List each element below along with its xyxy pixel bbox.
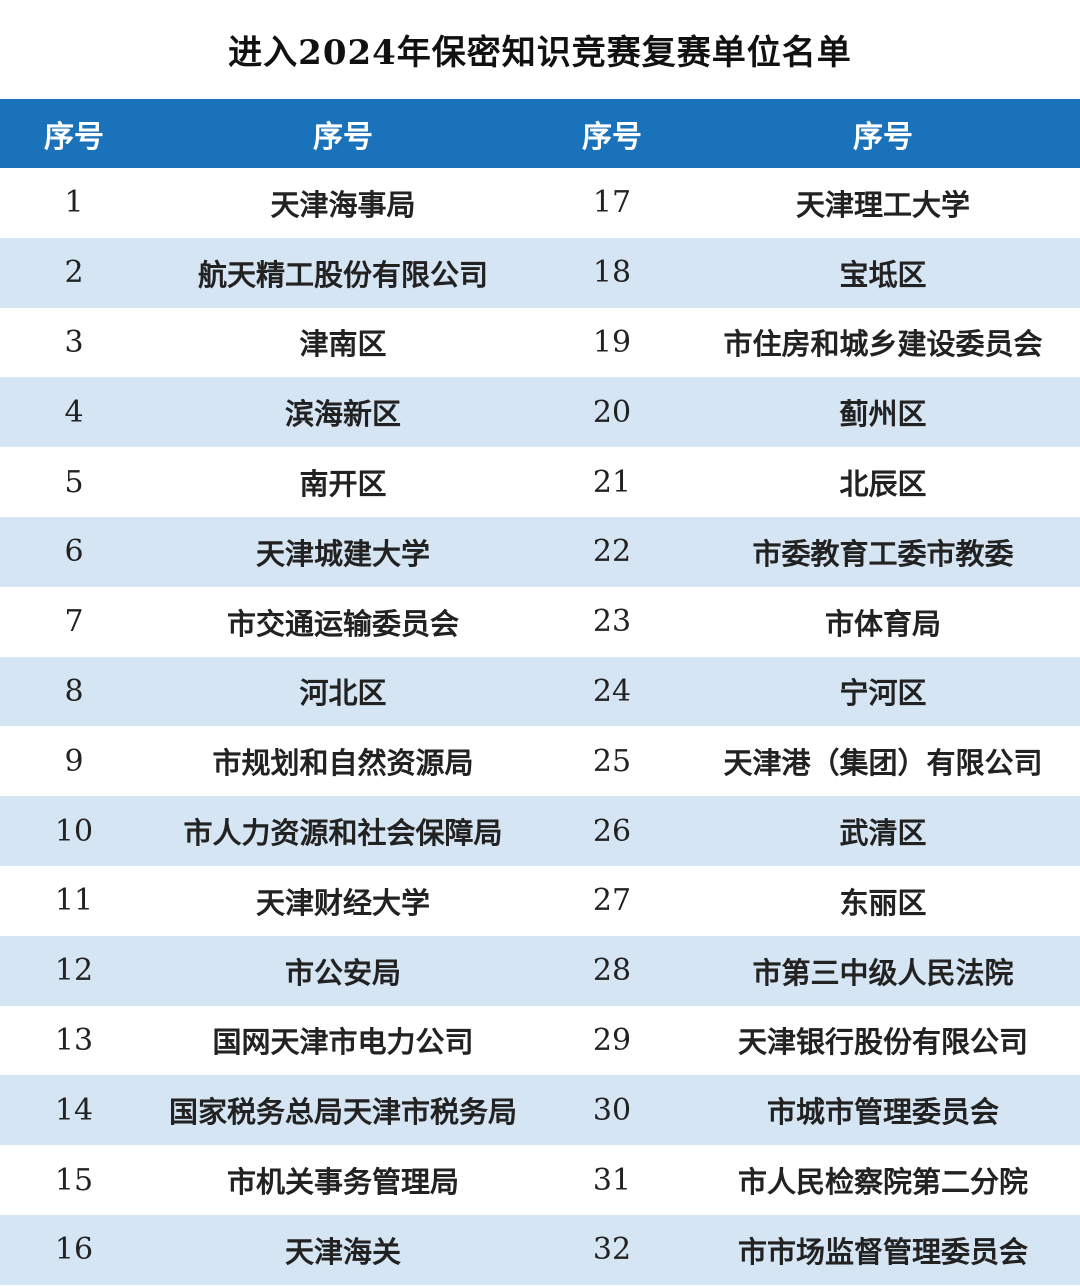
- row-index-right: 17: [592, 185, 632, 221]
- table-row: 15 市机关事务管理局 31 市人民检察院第二分院: [0, 1145, 1080, 1215]
- header-index-right: 序号: [582, 119, 642, 155]
- row-unit-right: 市第三中级人民法院: [752, 955, 1014, 990]
- row-index-right: 32: [592, 1232, 632, 1268]
- row-unit-left: 国网天津市电力公司: [212, 1025, 474, 1060]
- table-row: 5 南开区 21 北辰区: [0, 447, 1080, 517]
- row-unit-right: 天津港（集团）有限公司: [723, 746, 1043, 781]
- row-unit-right: 武清区: [839, 816, 927, 851]
- header-unit-right: 序号: [853, 119, 913, 155]
- row-unit-right: 市住房和城乡建设委员会: [723, 327, 1043, 362]
- row-unit-left: 天津城建大学: [255, 536, 430, 571]
- table-row: 1 天津海事局 17 天津理工大学: [0, 168, 1080, 238]
- page-title: 进入2024年保密知识竞赛复赛单位名单: [228, 33, 852, 73]
- row-unit-left: 市公安局: [284, 955, 401, 990]
- row-unit-left: 天津财经大学: [255, 885, 430, 920]
- header-index-left: 序号: [44, 119, 104, 155]
- row-unit-left: 市人力资源和社会保障局: [183, 816, 503, 851]
- row-unit-right: 宁河区: [839, 676, 927, 711]
- row-index-right: 20: [592, 394, 632, 430]
- row-index-right: 27: [592, 883, 632, 919]
- table-header-row: 序号 序号 序号 序号: [0, 99, 1080, 168]
- row-unit-right: 市人民检察院第二分院: [737, 1165, 1028, 1200]
- table-body: 1 天津海事局 17 天津理工大学 2 航天精工股份有限公司 18 宝坻区 3 津南区 19 市住房和…: [0, 168, 1080, 1285]
- table-row: 9 市规划和自然资源局 25 天津港（集团）有限公司: [0, 726, 1080, 797]
- row-unit-left: 市规划和自然资源局: [212, 746, 474, 781]
- table-row: 13 国网天津市电力公司 29 天津银行股份有限公司: [0, 1005, 1080, 1076]
- row-unit-left: 市交通运输委员会: [226, 606, 459, 641]
- header-unit-left: 序号: [313, 119, 373, 155]
- row-index-right: 25: [592, 743, 632, 779]
- row-index-left: 13: [54, 1022, 94, 1058]
- row-unit-left: 国家税务总局天津市税务局: [168, 1095, 517, 1130]
- row-index-right: 18: [592, 255, 632, 291]
- table-row: 8 河北区 24 宁河区: [0, 656, 1080, 727]
- row-index-left: 16: [54, 1232, 94, 1268]
- row-index-left: 8: [64, 673, 84, 709]
- row-index-left: 14: [54, 1092, 94, 1128]
- row-index-right: 24: [592, 673, 632, 709]
- row-unit-left: 航天精工股份有限公司: [197, 257, 488, 292]
- row-index-left: 7: [64, 604, 84, 640]
- table-row: 10 市人力资源和社会保障局 26 武清区: [0, 796, 1080, 866]
- row-index-right: 19: [592, 324, 632, 360]
- row-unit-right: 市市场监督管理委员会: [737, 1234, 1028, 1269]
- row-index-left: 15: [54, 1162, 94, 1198]
- table-row: 6 天津城建大学 22 市委教育工委市教委: [0, 516, 1080, 587]
- row-index-left: 12: [54, 953, 94, 989]
- row-index-left: 5: [64, 464, 84, 500]
- table-row: 12 市公安局 28 市第三中级人民法院: [0, 935, 1080, 1006]
- row-index-right: 22: [592, 534, 632, 570]
- row-index-right: 21: [592, 464, 632, 500]
- table-row: 16 天津海关 32 市市场监督管理委员会: [0, 1214, 1080, 1285]
- row-unit-right: 宝坻区: [839, 257, 927, 292]
- table-row: 4 滨海新区 20 蓟州区: [0, 377, 1080, 448]
- row-unit-right: 市委教育工委市教委: [752, 536, 1014, 571]
- row-index-left: 10: [54, 813, 94, 849]
- row-index-right: 31: [592, 1162, 632, 1198]
- row-unit-right: 北辰区: [839, 467, 927, 502]
- row-index-left: 4: [64, 394, 84, 430]
- row-unit-left: 河北区: [299, 676, 387, 711]
- row-index-left: 9: [64, 743, 84, 779]
- row-index-right: 26: [592, 813, 632, 849]
- row-unit-left: 南开区: [299, 467, 387, 502]
- row-index-left: 6: [64, 534, 84, 570]
- row-unit-left: 滨海新区: [284, 397, 401, 432]
- row-index-left: 2: [64, 255, 84, 291]
- row-index-left: 1: [64, 185, 84, 221]
- row-index-right: 28: [592, 953, 632, 989]
- table-row: 7 市交通运输委员会 23 市体育局: [0, 586, 1080, 657]
- row-index-right: 29: [592, 1022, 632, 1058]
- row-unit-left: 天津海事局: [270, 187, 416, 222]
- row-index-right: 30: [592, 1092, 632, 1128]
- row-index-left: 3: [64, 324, 84, 360]
- table-row: 2 航天精工股份有限公司 18 宝坻区: [0, 237, 1080, 308]
- table-row: 11 天津财经大学 27 东丽区: [0, 865, 1080, 936]
- row-unit-right: 市体育局: [824, 606, 941, 641]
- row-unit-right: 天津银行股份有限公司: [737, 1025, 1028, 1060]
- row-unit-right: 东丽区: [839, 885, 927, 920]
- row-unit-left: 市机关事务管理局: [226, 1165, 459, 1200]
- row-unit-left: 津南区: [299, 327, 387, 362]
- row-unit-right: 市城市管理委员会: [766, 1095, 999, 1130]
- table-row: 3 津南区 19 市住房和城乡建设委员会: [0, 307, 1080, 378]
- table-row: 14 国家税务总局天津市税务局 30 市城市管理委员会: [0, 1075, 1080, 1146]
- row-unit-left: 天津海关: [284, 1234, 401, 1269]
- row-index-left: 11: [54, 883, 94, 919]
- units-table: 序号 序号 序号 序号 1 天津海事局 17 天津理工大学 2 航天精工股份有限公司 18 宝…: [0, 99, 1080, 1285]
- row-unit-right: 天津理工大学: [795, 187, 970, 222]
- row-unit-right: 蓟州区: [839, 397, 927, 432]
- row-index-right: 23: [592, 604, 632, 640]
